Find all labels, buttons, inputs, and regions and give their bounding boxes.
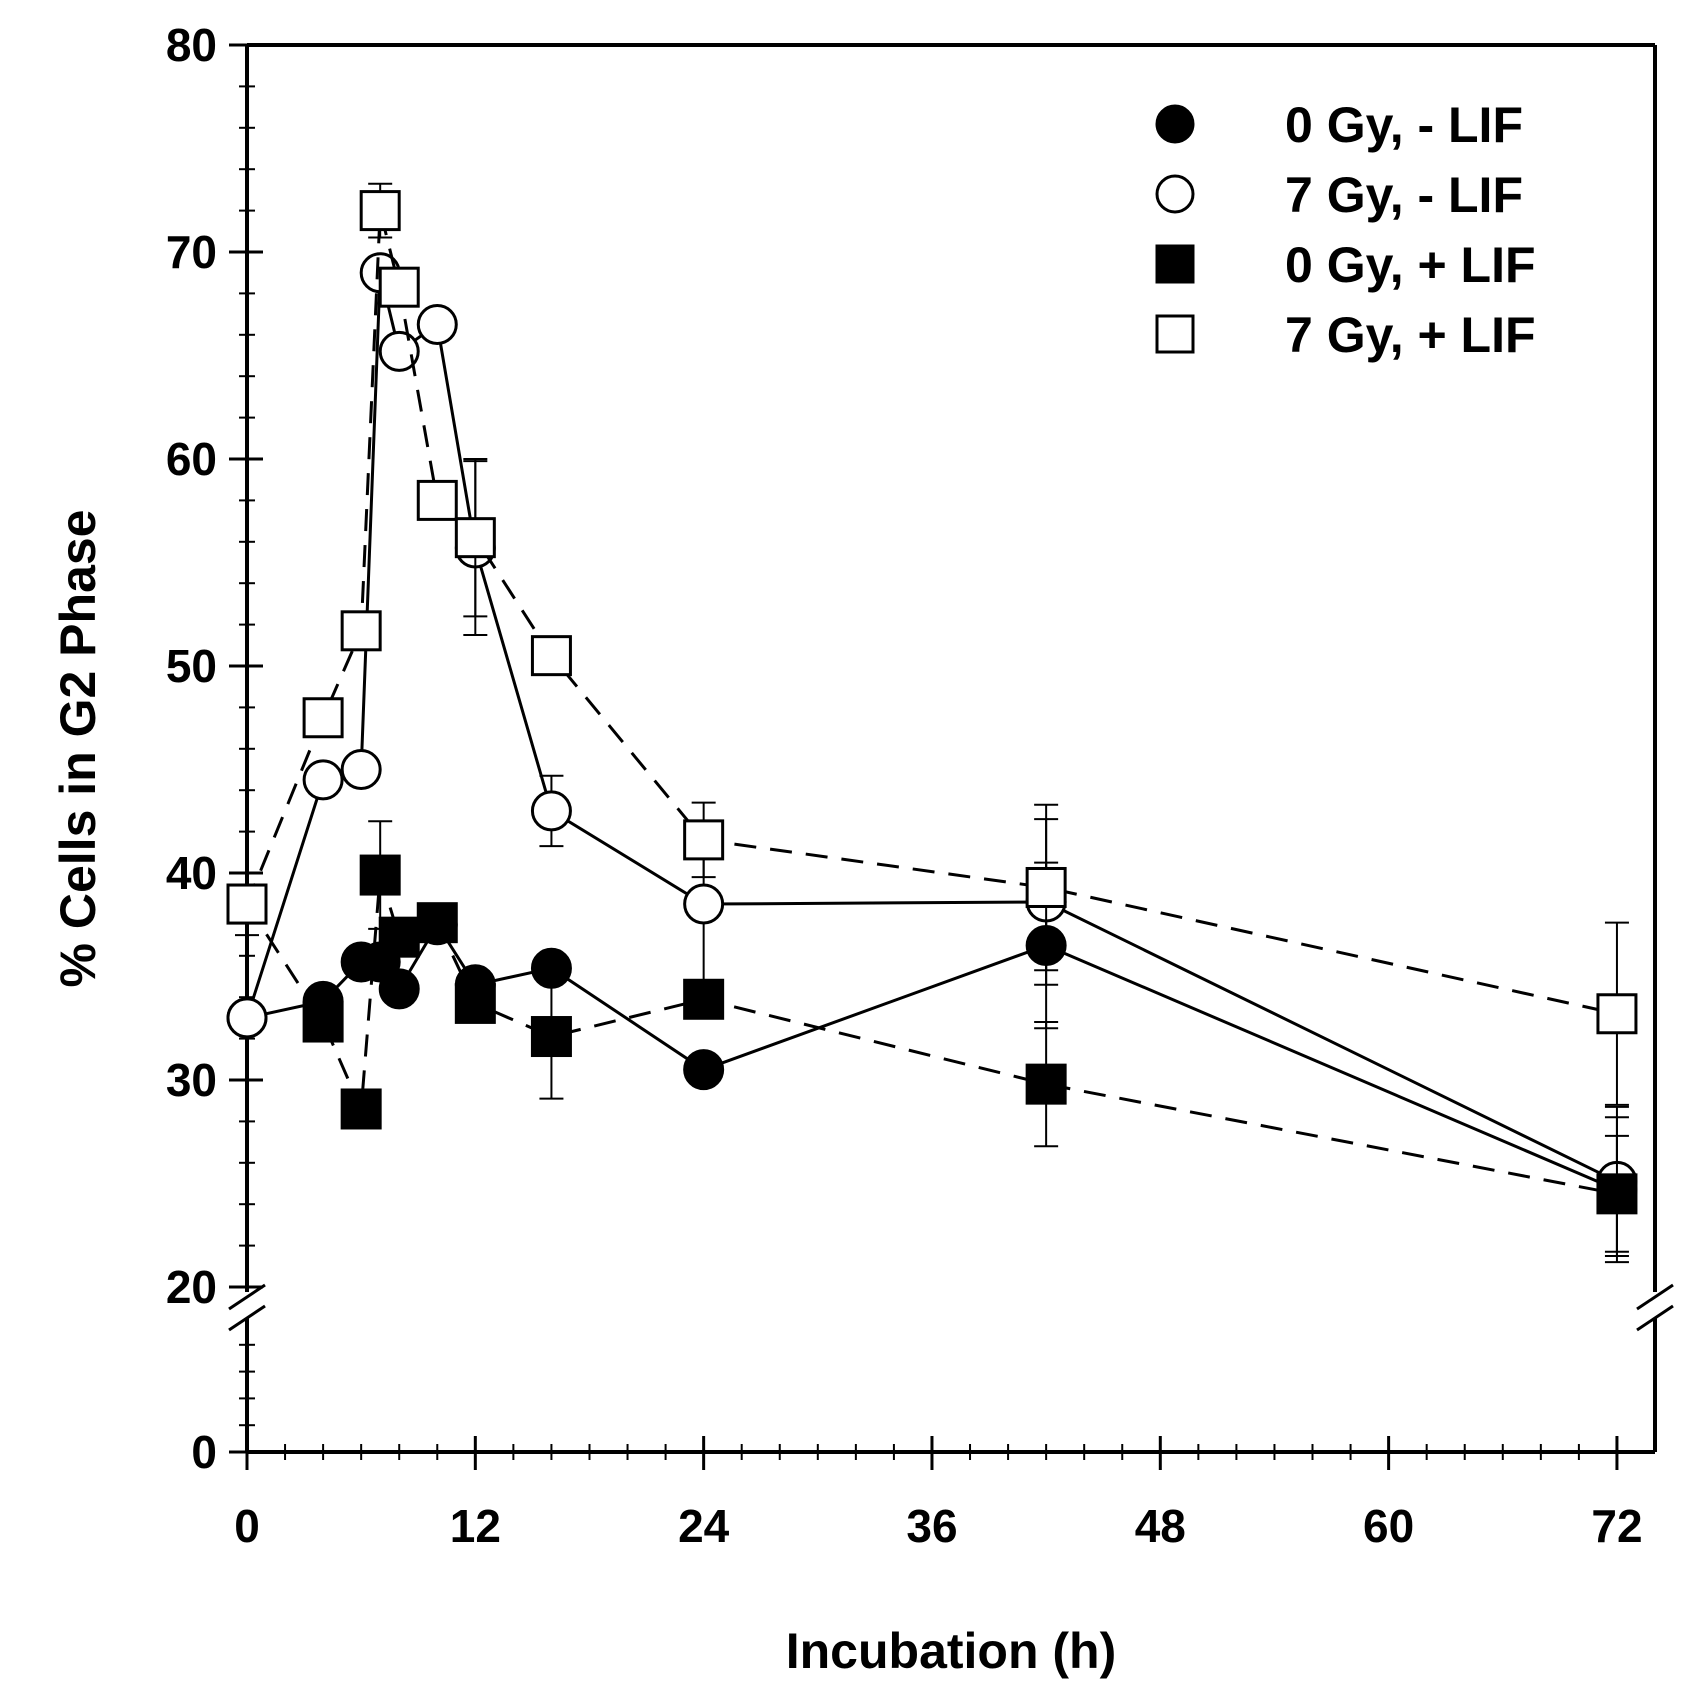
y-tick-label: 50: [166, 640, 217, 692]
data-point: [530, 1016, 572, 1058]
right-break-mark: [1636, 1304, 1674, 1332]
data-point: [683, 978, 725, 1020]
data-point: [340, 1088, 382, 1130]
series-line: [245, 874, 1618, 1196]
y-tick-label: 80: [166, 19, 217, 71]
data-point: [416, 303, 458, 345]
y-axis-break-mark: [228, 1304, 266, 1332]
data-point: [359, 854, 401, 896]
data-point: [359, 190, 401, 232]
y-tick-label: 20: [166, 1261, 217, 1313]
legend-marker: [1155, 174, 1195, 214]
x-axis-title: Incubation (h): [786, 1623, 1117, 1679]
data-point: [226, 997, 268, 1039]
data-point: [378, 330, 420, 372]
data-point: [1025, 1063, 1067, 1105]
series-line: [246, 921, 1618, 1192]
data-point: [683, 1049, 725, 1091]
data-point: [302, 697, 344, 739]
data-point: [416, 902, 458, 944]
data-point: [454, 517, 496, 559]
legend: 0 Gy, - LIF 7 Gy, - LIF 0 Gy, + LIF 7 Gy, +…: [1155, 97, 1536, 363]
data-point: [378, 266, 420, 308]
legend-marker: [1155, 244, 1195, 284]
data-point: [340, 749, 382, 790]
x-tick-label: 72: [1591, 1500, 1642, 1552]
data-point: [302, 1001, 344, 1043]
y-tick-label: 70: [166, 226, 217, 278]
data-point: [530, 790, 572, 832]
legend-label: 0 Gy, + LIF: [1285, 237, 1536, 293]
data-point: [378, 916, 420, 958]
data-point: [1596, 993, 1638, 1035]
series-3: [226, 182, 1638, 1106]
data-point: [1596, 1173, 1638, 1215]
x-tick-label: 12: [450, 1500, 501, 1552]
legend-marker: [1155, 314, 1195, 354]
data-point: [683, 883, 725, 925]
series: [226, 182, 1638, 1264]
x-tick-label: 36: [906, 1500, 957, 1552]
x-tick-label: 24: [678, 1500, 730, 1552]
series-2: [226, 820, 1638, 1253]
x-tick-label: 60: [1363, 1500, 1414, 1552]
y-tick-label: 40: [166, 847, 217, 899]
data-point: [226, 883, 268, 925]
series-line: [245, 272, 1618, 1183]
y-axis-break-mark: [228, 1283, 266, 1311]
data-point: [340, 610, 382, 652]
data-point: [683, 819, 725, 861]
y-tick-label: 0: [191, 1426, 217, 1478]
series-1: [226, 252, 1638, 1257]
legend-label: 7 Gy, + LIF: [1285, 307, 1536, 363]
y-axis-title: % Cells in G2 Phase: [50, 510, 106, 988]
y-tick-label: 60: [166, 433, 217, 485]
legend-label: 0 Gy, - LIF: [1285, 97, 1523, 153]
right-break-mark: [1636, 1283, 1674, 1311]
data-point: [454, 982, 496, 1024]
data-point: [530, 635, 572, 677]
x-tick-label: 0: [234, 1500, 260, 1552]
y-tick-label: 30: [166, 1054, 217, 1106]
data-point: [1025, 866, 1067, 908]
x-tick-label: 48: [1135, 1500, 1186, 1552]
legend-marker: [1155, 104, 1195, 144]
data-point: [416, 479, 458, 521]
data-point: [302, 759, 344, 801]
data-point: [378, 968, 420, 1010]
legend-label: 7 Gy, - LIF: [1285, 167, 1523, 223]
